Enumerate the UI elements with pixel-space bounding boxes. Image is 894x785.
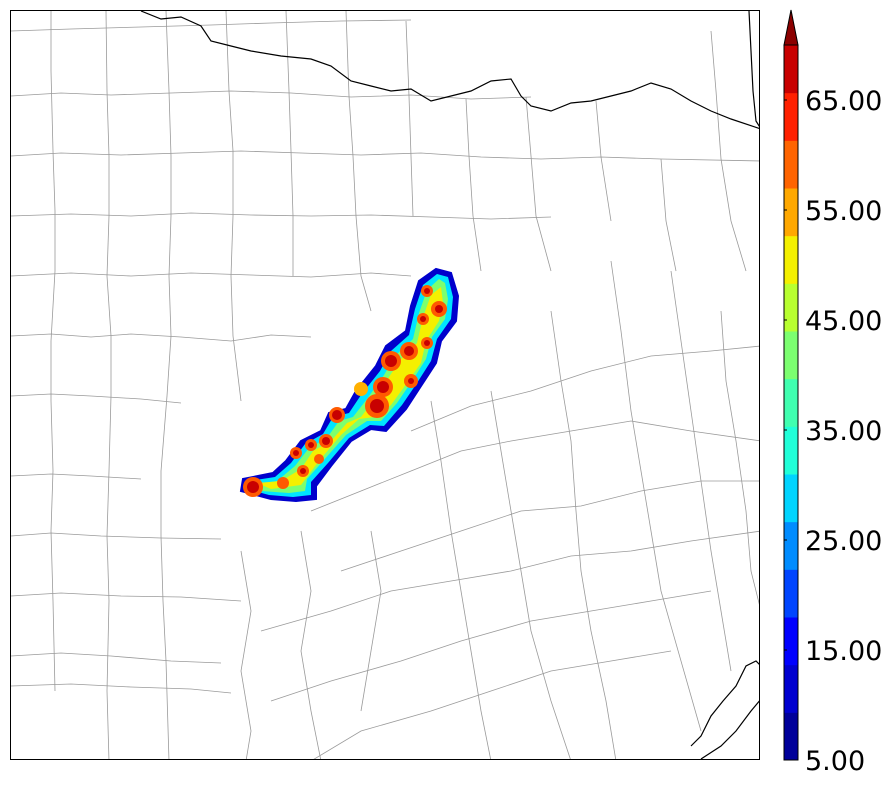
colorbar-segment <box>784 617 798 666</box>
colorbar-tick-label: 35.00 <box>805 416 882 447</box>
colorbar-segment <box>784 712 798 761</box>
colorbar-segment <box>784 140 798 189</box>
colorbar-extend-arrow <box>783 9 799 46</box>
colorbar-outline <box>783 44 799 761</box>
colorbar-tick-label: 55.00 <box>805 196 882 227</box>
colorbar-segment <box>784 235 798 284</box>
map-frame <box>10 10 760 760</box>
colorbar-segment <box>784 283 798 332</box>
colorbar-segment <box>784 378 798 427</box>
colorbar-segment <box>784 331 798 380</box>
reflectivity-field <box>239 267 460 503</box>
state-border <box>140 11 759 759</box>
colorbar-segment <box>784 188 798 237</box>
reflectivity-cores <box>243 285 447 497</box>
colorbar-segment <box>784 569 798 618</box>
colorbar-segments <box>784 45 798 761</box>
colorbar-segment <box>784 426 798 475</box>
colorbar-tick-label: 5.00 <box>805 746 865 777</box>
colorbar-segment <box>784 474 798 523</box>
colorbar-segment <box>784 664 798 713</box>
map-canvas <box>11 11 759 759</box>
colorbar-segment <box>784 521 798 570</box>
colorbar-tick-label: 65.00 <box>805 86 882 117</box>
colorbar-segment <box>784 92 798 141</box>
colorbar-tick-label: 25.00 <box>805 526 882 557</box>
colorbar-tick-label: 15.00 <box>805 636 882 667</box>
county-boundaries <box>11 11 759 759</box>
colorbar-segment <box>784 45 798 94</box>
colorbar-ticks: 5.00 15.00 25.00 35.00 45.00 55.00 65.00 <box>784 86 882 777</box>
colorbar-tick-label: 45.00 <box>805 306 882 337</box>
